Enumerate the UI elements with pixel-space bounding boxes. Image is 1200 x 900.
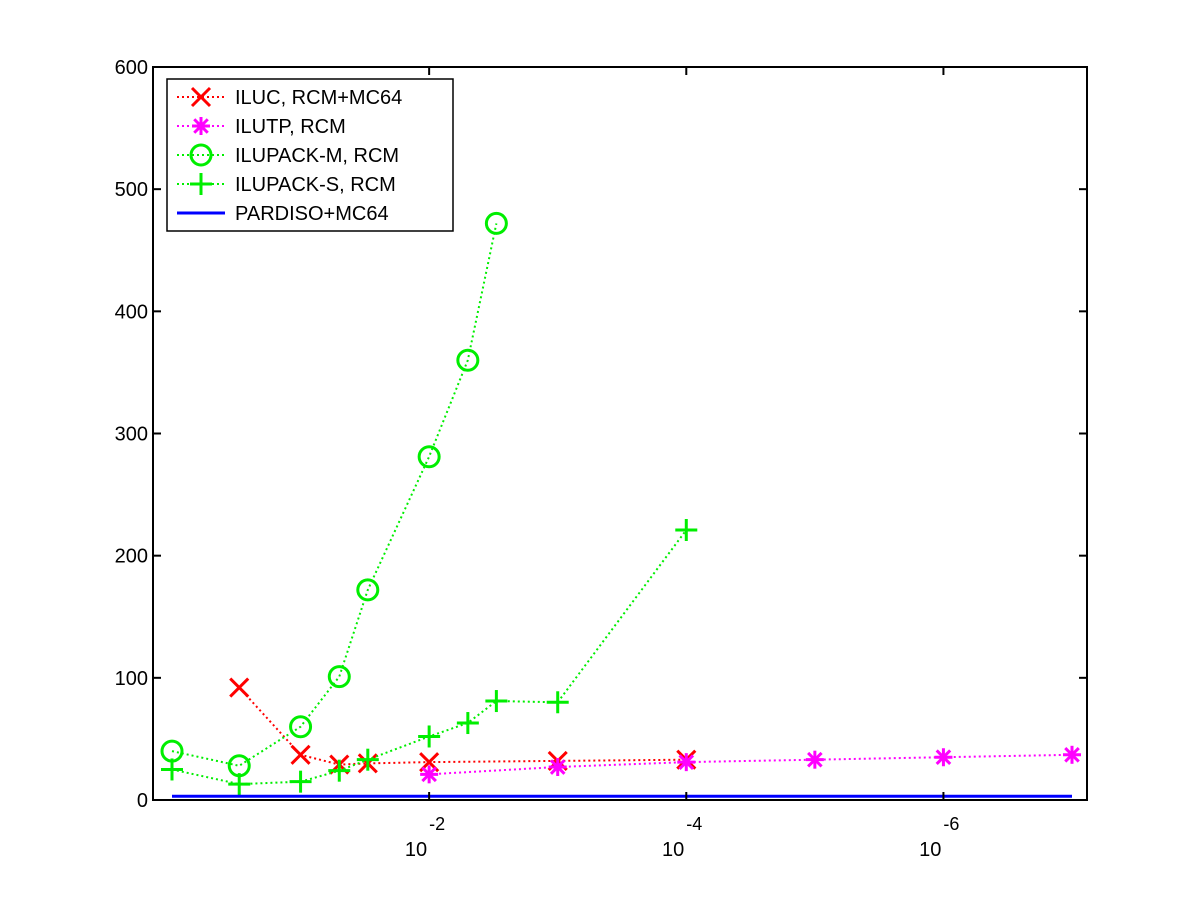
data-point [356, 748, 379, 771]
y-tick-label: 0 [137, 790, 148, 812]
data-point [546, 691, 569, 714]
x-tick-label-exponent: -6 [943, 814, 959, 834]
data-point [289, 770, 312, 793]
data-point [161, 758, 183, 781]
x-tick-label-exponent: -4 [686, 814, 702, 834]
series-3 [161, 519, 698, 796]
x-tick-label-base: 10 [662, 839, 684, 861]
legend-entry: ILUPACK-M, RCM [177, 143, 399, 167]
data-point [290, 744, 311, 765]
series-1 [420, 745, 1081, 784]
x-tick-label-exponent: -2 [429, 814, 445, 834]
y-tick-label: 300 [115, 424, 148, 446]
x-tick-label-base: 10 [405, 839, 427, 861]
legend-marker [192, 117, 210, 135]
data-point [229, 677, 250, 698]
y-tick-label: 100 [115, 668, 148, 690]
legend-entry: PARDISO+MC64 [177, 203, 389, 225]
data-point [289, 715, 313, 739]
legend-marker [190, 86, 212, 108]
data-point [456, 712, 479, 735]
legend-marker [189, 143, 213, 167]
legend-entry: ILUC, RCM+MC64 [177, 86, 402, 109]
data-point [327, 665, 351, 689]
y-tick-label: 500 [115, 179, 148, 201]
legend-label: ILUPACK-M, RCM [235, 145, 399, 167]
data-point [228, 773, 251, 796]
data-point [420, 765, 439, 784]
data-point [677, 753, 696, 772]
data-point [934, 748, 953, 767]
legend-label: ILUC, RCM+MC64 [235, 87, 402, 109]
data-point [805, 750, 824, 769]
legend-box [166, 78, 454, 232]
series-line [429, 753, 1073, 776]
data-point [417, 445, 441, 469]
y-tick-label: 600 [115, 57, 148, 79]
data-point [675, 519, 698, 542]
legend-entry: ILUTP, RCM [177, 116, 346, 138]
y-tick-label: 200 [115, 546, 148, 568]
series-line [171, 223, 498, 767]
data-point [485, 690, 508, 713]
data-point [328, 759, 351, 782]
data-point [456, 348, 480, 372]
series-layer [160, 211, 1081, 798]
legend-label: PARDISO+MC64 [235, 203, 389, 225]
legend: ILUC, RCM+MC64 ILUTP, RCM ILUPACK-M, RCM IL… [166, 78, 454, 232]
data-point [484, 211, 508, 235]
legend-label: ILUPACK-S, RCM [235, 174, 396, 196]
data-point [418, 725, 441, 748]
legend-label: ILUTP, RCM [235, 116, 346, 138]
data-point [356, 578, 380, 602]
data-point [1063, 745, 1081, 764]
x-tick-label-base: 10 [919, 839, 941, 861]
y-tick-label: 400 [115, 301, 148, 323]
legend-marker [190, 173, 212, 195]
legend-entry: ILUPACK-S, RCM [177, 173, 396, 196]
data-point [548, 758, 567, 777]
